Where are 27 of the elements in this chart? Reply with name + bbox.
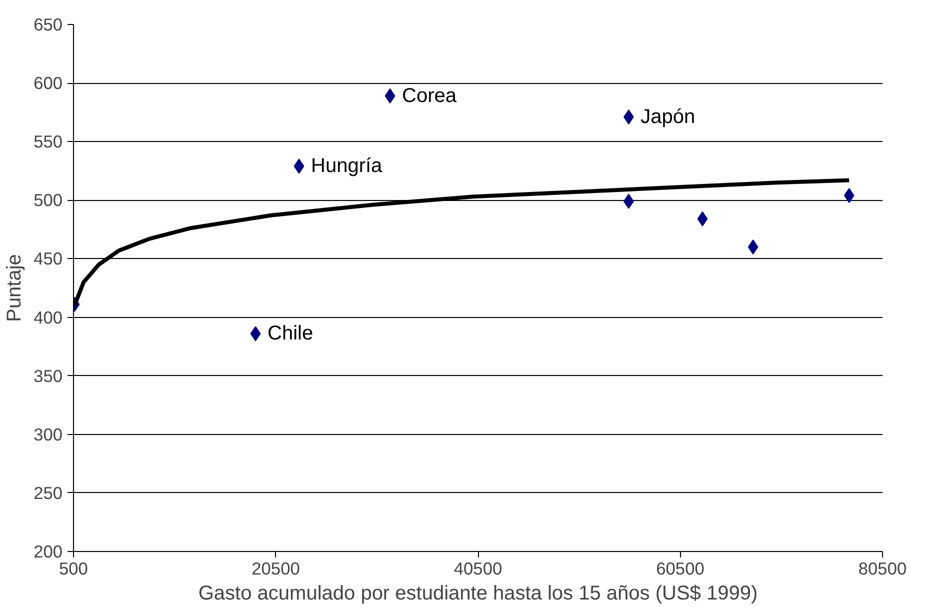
annotation: Hungría xyxy=(311,155,384,178)
annotation: Japón xyxy=(640,106,696,128)
point xyxy=(697,211,708,226)
y-tick-label: 200 xyxy=(34,542,63,562)
x-axis-title: Gasto acumulado por estudiante hasta los 15 años (US$ 1999) xyxy=(198,582,758,604)
annotation: Chile xyxy=(268,322,314,345)
x-tick-label: 60500 xyxy=(656,558,704,578)
y-tick-label: 500 xyxy=(34,190,63,210)
y-axis-title: Puntaje xyxy=(4,254,26,322)
point xyxy=(748,240,758,255)
point xyxy=(844,188,854,203)
annotation: Corea xyxy=(402,84,458,107)
y-tick-label: 350 xyxy=(34,366,63,386)
y-tick-label: 300 xyxy=(34,424,63,444)
y-tick-label: 250 xyxy=(34,482,63,503)
x-tick-label: 80500 xyxy=(858,558,907,578)
y-tick-label: 600 xyxy=(34,73,63,94)
y-tick-label: 550 xyxy=(34,132,63,152)
y-tick-label: 400 xyxy=(34,307,63,328)
x-tick-label: 500 xyxy=(59,558,88,578)
y-tick-label: 650 xyxy=(34,14,63,34)
point xyxy=(384,88,396,104)
x-tick-label: 20500 xyxy=(252,558,300,578)
point xyxy=(250,326,261,342)
point xyxy=(294,158,304,174)
y-tick-label: 450 xyxy=(34,248,63,269)
x-tick-label: 40500 xyxy=(454,558,502,578)
